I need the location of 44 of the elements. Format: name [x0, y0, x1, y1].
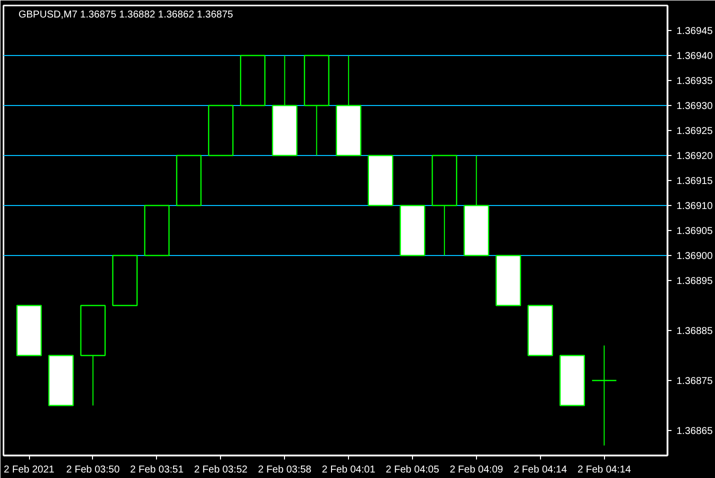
- candlestick: [176, 154, 202, 206]
- candlestick: [272, 55, 298, 156]
- candlestick: [304, 54, 330, 156]
- ref-line-label: 1.36900: [676, 251, 714, 262]
- x-tick-label: 2 Feb 03:50: [66, 464, 120, 476]
- ref-line-label: 1.36910: [676, 201, 714, 212]
- y-tick-label: 1.36945: [676, 26, 714, 37]
- y-tick-label: 1.36895: [676, 276, 714, 287]
- x-tick-label: 2 Feb 04:14: [578, 464, 632, 476]
- candlestick: [16, 304, 42, 356]
- chart-title: GBPUSD,M7 1.36875 1.36882 1.36862 1.36875: [18, 10, 234, 20]
- y-tick-label: 1.36915: [676, 176, 714, 187]
- candlestick: [464, 155, 490, 256]
- candlestick: [144, 204, 170, 256]
- candlestick: [560, 354, 585, 406]
- y-tick-label: 1.36865: [676, 426, 714, 437]
- x-tick-label: 2 Feb 2021: [4, 464, 55, 476]
- candlestick: [336, 55, 362, 156]
- y-tick-label: 1.36875: [676, 376, 714, 387]
- x-tick-label: 2 Feb 03:58: [258, 464, 312, 476]
- candlestick: [368, 154, 394, 206]
- ref-line-label: 1.36920: [676, 151, 714, 162]
- x-tick-label: 2 Feb 04:14: [514, 464, 568, 476]
- candlestick: [48, 354, 74, 406]
- candlestick: [240, 54, 266, 106]
- y-tick-label: 1.36925: [676, 126, 714, 137]
- candlestick: [112, 254, 138, 306]
- ref-line-label: 1.36930: [676, 101, 714, 112]
- candlestick: [400, 204, 426, 256]
- candlestick: [528, 304, 554, 356]
- x-tick-label: 2 Feb 04:01: [322, 464, 376, 476]
- x-tick-label: 2 Feb 03:51: [130, 464, 184, 476]
- y-tick-label: 1.36905: [676, 226, 714, 237]
- x-tick-label: 2 Feb 03:52: [194, 464, 248, 476]
- candlestick: [432, 154, 458, 256]
- candlestick: [208, 104, 234, 156]
- y-tick-label: 1.36885: [676, 326, 714, 337]
- x-tick-label: 2 Feb 04:05: [386, 464, 440, 476]
- candlestick: [80, 304, 106, 406]
- candlestick: [591, 345, 617, 446]
- candlestick: [496, 254, 522, 306]
- x-tick-label: 2 Feb 04:09: [450, 464, 504, 476]
- ref-line-label: 1.36940: [676, 51, 714, 62]
- y-tick-label: 1.36935: [676, 76, 714, 87]
